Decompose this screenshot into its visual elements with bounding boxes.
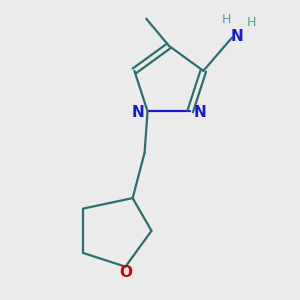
Text: N: N <box>194 105 206 120</box>
Text: N: N <box>131 105 144 120</box>
Text: O: O <box>119 265 132 280</box>
Text: H: H <box>221 13 231 26</box>
Text: H: H <box>247 16 256 29</box>
Text: N: N <box>230 28 243 44</box>
